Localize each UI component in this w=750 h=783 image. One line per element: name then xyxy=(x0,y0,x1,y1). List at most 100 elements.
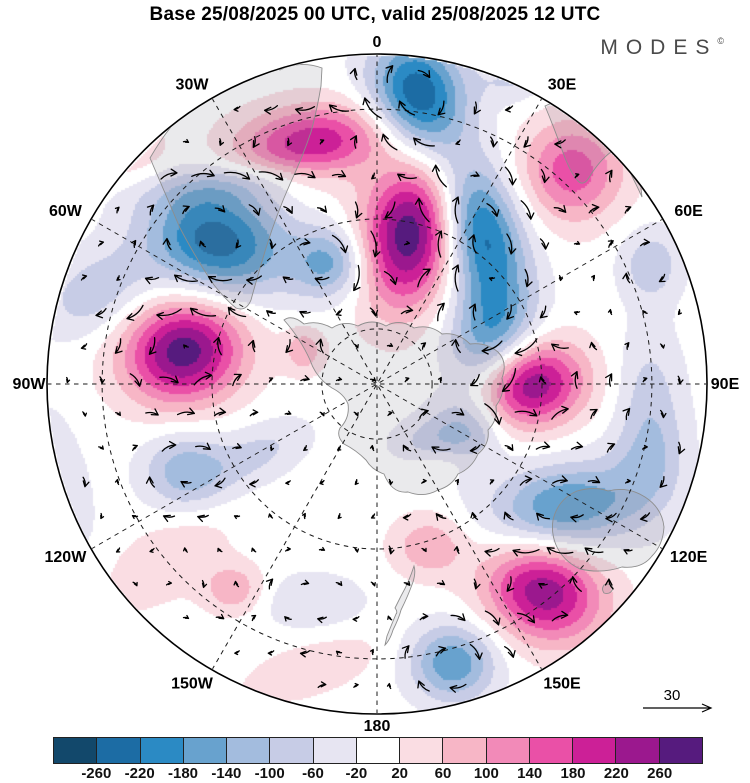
wind-arrow xyxy=(535,441,551,450)
wind-arrow xyxy=(227,306,247,318)
wind-arrow xyxy=(114,338,123,354)
wind-arrow xyxy=(80,274,88,281)
wind-arrow xyxy=(191,169,215,178)
wind-arrow xyxy=(353,547,360,553)
wind-arrow xyxy=(268,513,274,519)
wind-arrow xyxy=(386,682,392,690)
wind-arrow xyxy=(623,548,633,555)
wind-arrow xyxy=(246,275,262,285)
wind-arrow xyxy=(315,338,324,354)
wind-arrow xyxy=(419,408,429,418)
vector-scale-arrow-icon xyxy=(643,703,713,713)
wind-arrow xyxy=(470,373,480,387)
wind-arrow xyxy=(468,303,477,321)
wind-arrow xyxy=(189,307,217,317)
wind-arrow xyxy=(129,373,143,387)
wind-arrow xyxy=(420,342,427,350)
wind-arrow xyxy=(639,512,651,522)
colorbar-boundary-label: -20 xyxy=(345,765,368,782)
longitude-label: 120W xyxy=(45,549,88,566)
wind-arrow xyxy=(258,171,284,181)
wind-arrow xyxy=(165,580,173,586)
modes-logo: MODES© xyxy=(600,36,724,60)
wind-arrow xyxy=(126,304,144,321)
wind-arrow xyxy=(353,682,359,688)
longitude-label: 90E xyxy=(711,376,740,393)
wind-arrow xyxy=(554,139,566,149)
wind-arrow xyxy=(573,240,581,245)
wind-arrow xyxy=(481,340,503,355)
colorbar-cell xyxy=(486,738,530,763)
wind-arrow xyxy=(625,478,631,484)
wind-arrow xyxy=(369,307,379,317)
wind-arrow xyxy=(381,133,398,151)
wind-arrow xyxy=(300,375,310,382)
wind-arrow xyxy=(642,310,648,315)
wind-arrow xyxy=(552,475,568,484)
wind-arrow xyxy=(421,547,427,553)
wind-arrow xyxy=(658,273,666,283)
wind-arrow xyxy=(516,612,536,624)
wind-arrow xyxy=(145,476,156,488)
wind-arrow xyxy=(335,308,343,316)
wind-arrow xyxy=(417,69,431,79)
wind-arrow xyxy=(131,239,137,249)
wind-arrow xyxy=(431,446,451,454)
wind-arrow xyxy=(469,444,481,454)
wind-arrow xyxy=(235,239,242,249)
wind-arrow xyxy=(214,205,226,213)
wind-arrow xyxy=(370,581,376,587)
wind-arrow xyxy=(207,275,233,284)
wind-arrow xyxy=(421,478,427,484)
wind-arrow xyxy=(470,511,479,521)
wind-arrow xyxy=(401,645,410,659)
wind-arrow xyxy=(80,343,88,350)
colorbar-boundary-label: 140 xyxy=(517,765,543,782)
wind-arrow xyxy=(349,135,358,149)
wind-arrow xyxy=(659,409,667,419)
wind-arrow xyxy=(588,203,600,214)
wind-arrow xyxy=(540,168,550,184)
colorbar-cell xyxy=(270,738,314,763)
wind-arrow xyxy=(436,302,445,322)
wind-arrow xyxy=(285,546,291,552)
wind-arrow xyxy=(504,105,514,113)
wind-arrow xyxy=(317,616,327,624)
wind-arrow xyxy=(95,307,107,319)
wind-arrow xyxy=(266,310,276,317)
wind-arrow xyxy=(268,377,274,383)
wind-arrow xyxy=(607,240,614,248)
wind-arrow xyxy=(369,648,374,656)
new-zealand-coast xyxy=(384,564,416,647)
south-america-coast xyxy=(149,64,323,310)
wind-arrow xyxy=(354,478,359,486)
wind-arrow xyxy=(146,204,155,216)
wind-arrow xyxy=(159,375,179,384)
wind-arrow xyxy=(182,138,190,143)
wind-arrow xyxy=(469,643,483,661)
wind-arrow xyxy=(247,339,256,353)
wind-arrow xyxy=(551,610,569,622)
wind-arrow xyxy=(182,547,188,553)
wind-arrow xyxy=(132,581,138,587)
wind-arrow xyxy=(97,240,105,247)
wind-arrow xyxy=(370,230,381,258)
wind-arrow xyxy=(451,408,465,416)
modes-logo-text: MODES xyxy=(600,36,718,59)
longitude-labels: 0 30E 60E 90E 120E 150E 180 150W 120W 90W 60W 30W xyxy=(13,34,740,735)
wind-arrow xyxy=(413,137,435,147)
wind-arrow xyxy=(436,580,446,586)
wind-arrow xyxy=(214,477,226,489)
wind-arrow xyxy=(144,276,160,285)
wind-arrow xyxy=(677,375,684,385)
wind-arrow xyxy=(316,205,328,213)
wind-arrow xyxy=(284,410,292,415)
wind-arrow xyxy=(353,343,359,349)
wind-arrow xyxy=(524,268,533,288)
wind-arrow xyxy=(99,376,106,384)
wind-arrow xyxy=(116,275,121,281)
wind-arrow xyxy=(539,305,548,319)
wind-arrow xyxy=(403,240,411,246)
wind-arrow xyxy=(370,513,376,519)
